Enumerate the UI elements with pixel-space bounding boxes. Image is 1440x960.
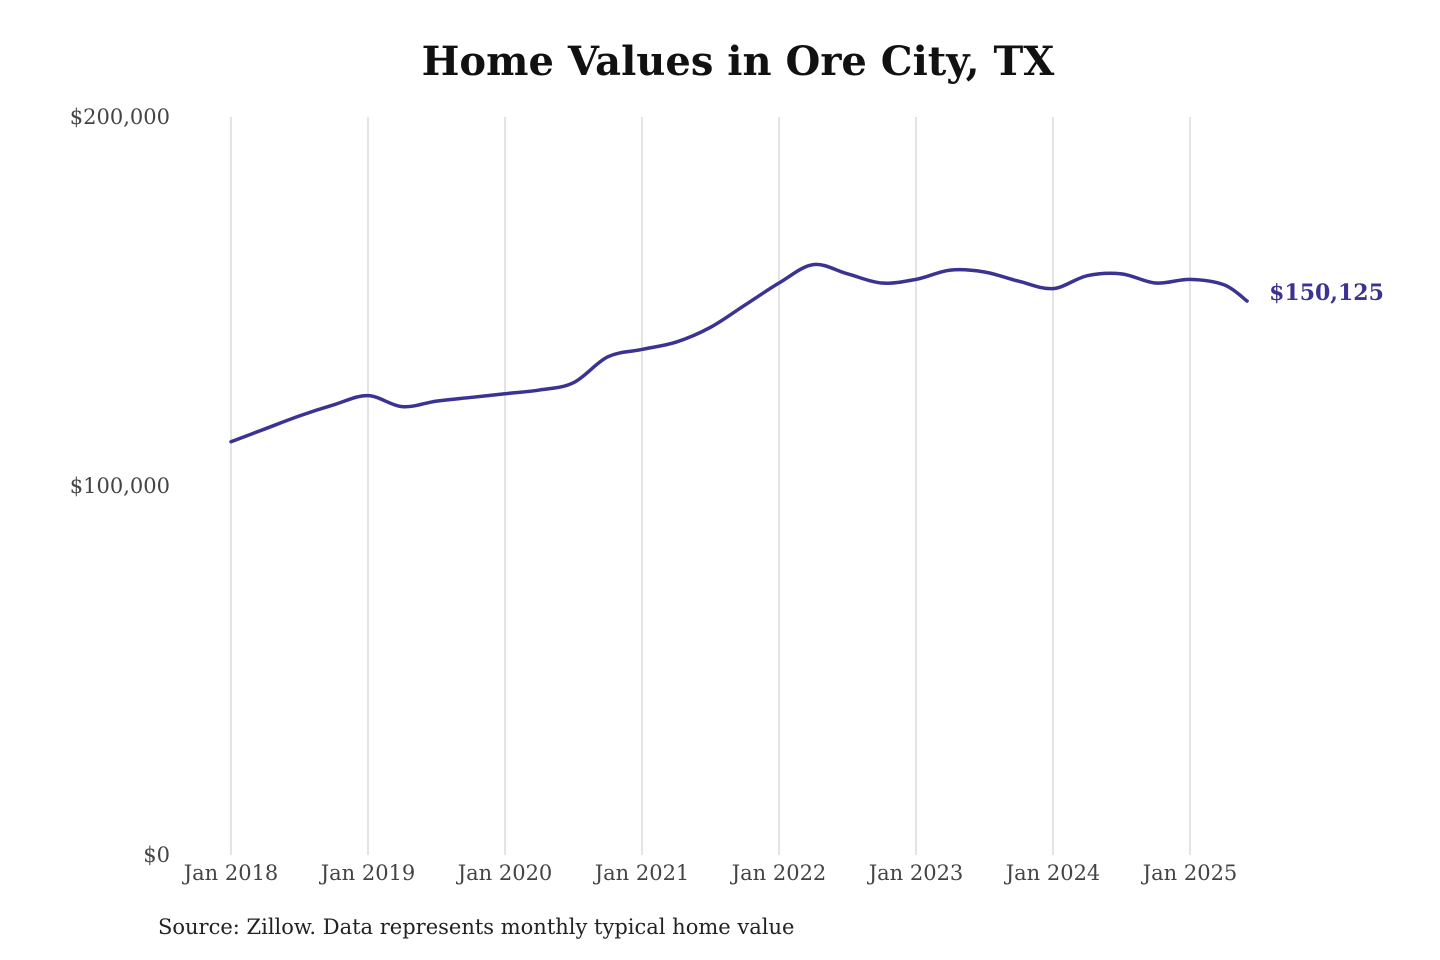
x-tick-label: Jan 2024 [1004,861,1101,885]
chart-source-note: Source: Zillow. Data represents monthly … [158,915,795,939]
series-layer: $150,125 [229,262,1384,444]
y-tick-label: $0 [143,843,170,867]
grid-lines [230,117,1191,855]
x-tick-label: Jan 2022 [730,861,827,885]
x-tick-label: Jan 2023 [867,861,964,885]
series-line [229,262,1249,444]
x-axis-ticks: Jan 2018 Jan 2019 Jan 2020 Jan 2021 Jan 2022… [182,861,1238,885]
x-tick-label: Jan 2025 [1141,861,1238,885]
x-tick-label: Jan 2020 [456,861,553,885]
y-tick-label: $200,000 [70,105,170,129]
x-tick-label: Jan 2019 [319,861,416,885]
chart-title: Home Values in Ore City, TX [421,38,1055,85]
x-tick-label: Jan 2021 [593,861,690,885]
end-value-label: $150,125 [1269,280,1384,306]
y-axis-ticks: $0 $100,000 $200,000 [70,105,170,867]
y-tick-label: $100,000 [70,474,170,498]
x-tick-label: Jan 2018 [182,861,279,885]
